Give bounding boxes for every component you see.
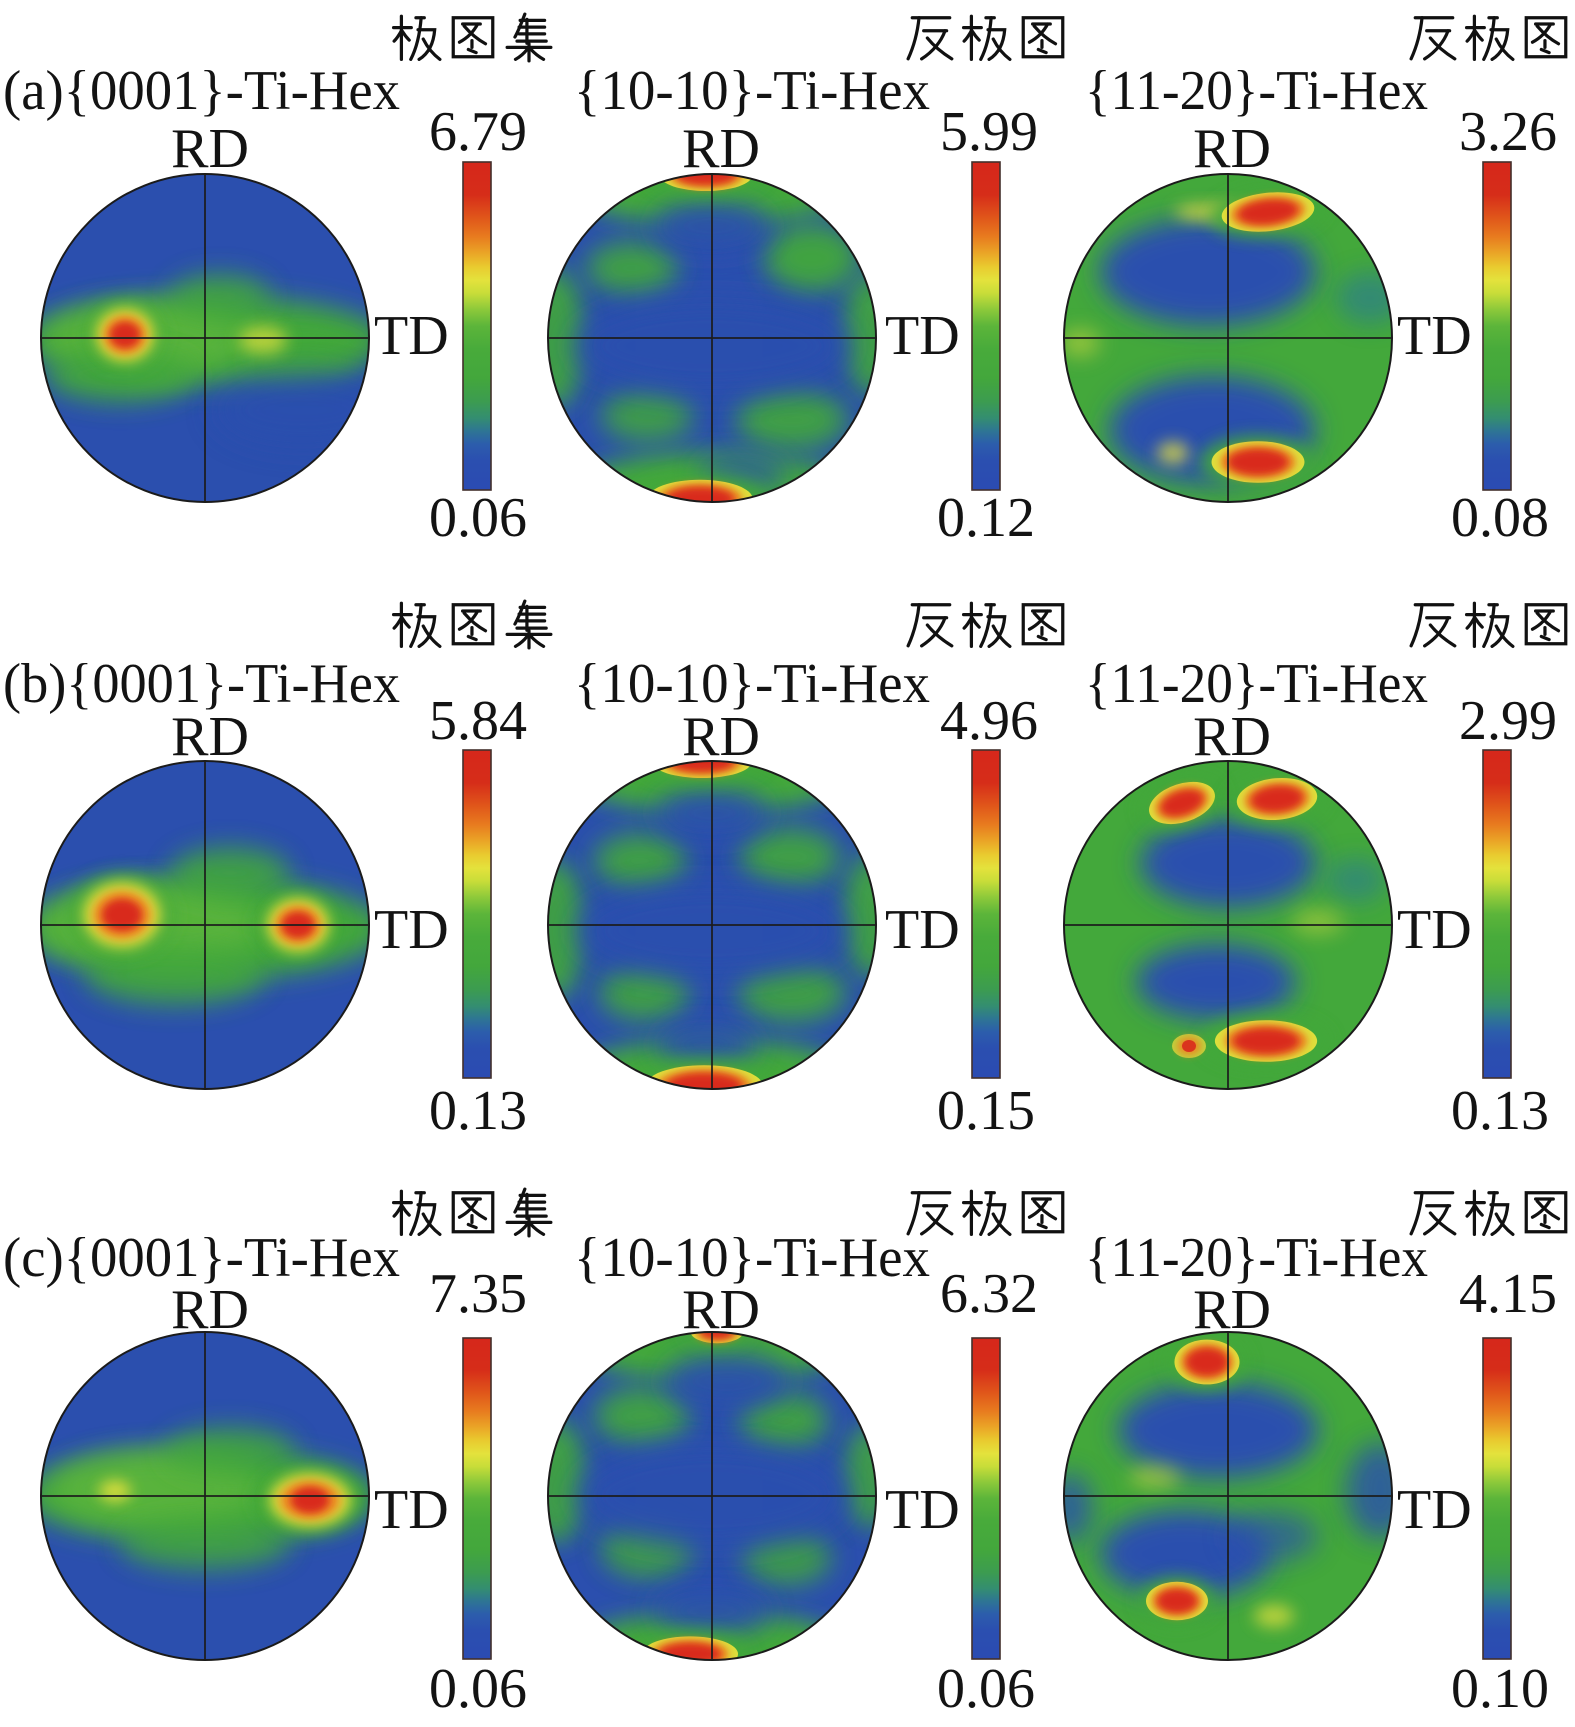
svg-text:RD: RD — [682, 1279, 760, 1341]
svg-text:RD: RD — [1193, 118, 1271, 180]
svg-text:RD: RD — [1193, 1279, 1271, 1341]
svg-text:0.13: 0.13 — [429, 1080, 527, 1142]
svg-text:7.35: 7.35 — [429, 1263, 527, 1325]
svg-text:6.79: 6.79 — [429, 101, 527, 163]
svg-text:0.06: 0.06 — [937, 1658, 1035, 1720]
svg-text:RD: RD — [1193, 706, 1271, 768]
svg-text:0.15: 0.15 — [937, 1080, 1035, 1142]
svg-text:TD: TD — [1397, 899, 1472, 961]
svg-text:RD: RD — [171, 1279, 249, 1341]
svg-text:{11-20}-Ti-Hex: {11-20}-Ti-Hex — [1085, 60, 1428, 122]
svg-text:{11-20}-Ti-Hex: {11-20}-Ti-Hex — [1085, 653, 1428, 715]
svg-text:TD: TD — [885, 305, 960, 367]
svg-text:3.26: 3.26 — [1459, 101, 1557, 163]
svg-text:0.12: 0.12 — [937, 487, 1035, 549]
svg-text:TD: TD — [374, 899, 449, 961]
svg-text:5.99: 5.99 — [940, 101, 1038, 163]
svg-text:{11-20}-Ti-Hex: {11-20}-Ti-Hex — [1085, 1227, 1428, 1289]
svg-text:0.13: 0.13 — [1451, 1080, 1549, 1142]
svg-text:4.15: 4.15 — [1459, 1263, 1557, 1325]
svg-text:(b){0001}-Ti-Hex: (b){0001}-Ti-Hex — [3, 653, 400, 715]
svg-text:4.96: 4.96 — [940, 690, 1038, 752]
svg-text:RD: RD — [682, 118, 760, 180]
svg-text:TD: TD — [1397, 305, 1472, 367]
svg-text:(a){0001}-Ti-Hex: (a){0001}-Ti-Hex — [3, 60, 400, 122]
svg-text:(c){0001}-Ti-Hex: (c){0001}-Ti-Hex — [3, 1227, 400, 1289]
svg-text:0.10: 0.10 — [1451, 1658, 1549, 1720]
svg-text:RD: RD — [171, 118, 249, 180]
svg-text:2.99: 2.99 — [1459, 690, 1557, 752]
svg-text:{10-10}-Ti-Hex: {10-10}-Ti-Hex — [574, 653, 930, 715]
svg-text:0.06: 0.06 — [429, 487, 527, 549]
svg-text:TD: TD — [1397, 1479, 1472, 1541]
svg-text:0.06: 0.06 — [429, 1658, 527, 1720]
svg-text:TD: TD — [885, 1479, 960, 1541]
svg-text:0.08: 0.08 — [1451, 487, 1549, 549]
svg-text:RD: RD — [682, 706, 760, 768]
svg-text:5.84: 5.84 — [429, 690, 527, 752]
svg-text:TD: TD — [885, 899, 960, 961]
svg-text:6.32: 6.32 — [940, 1263, 1038, 1325]
svg-text:{10-10}-Ti-Hex: {10-10}-Ti-Hex — [574, 1227, 930, 1289]
svg-text:{10-10}-Ti-Hex: {10-10}-Ti-Hex — [574, 60, 930, 122]
svg-text:TD: TD — [374, 305, 449, 367]
svg-text:RD: RD — [171, 706, 249, 768]
svg-text:TD: TD — [374, 1479, 449, 1541]
